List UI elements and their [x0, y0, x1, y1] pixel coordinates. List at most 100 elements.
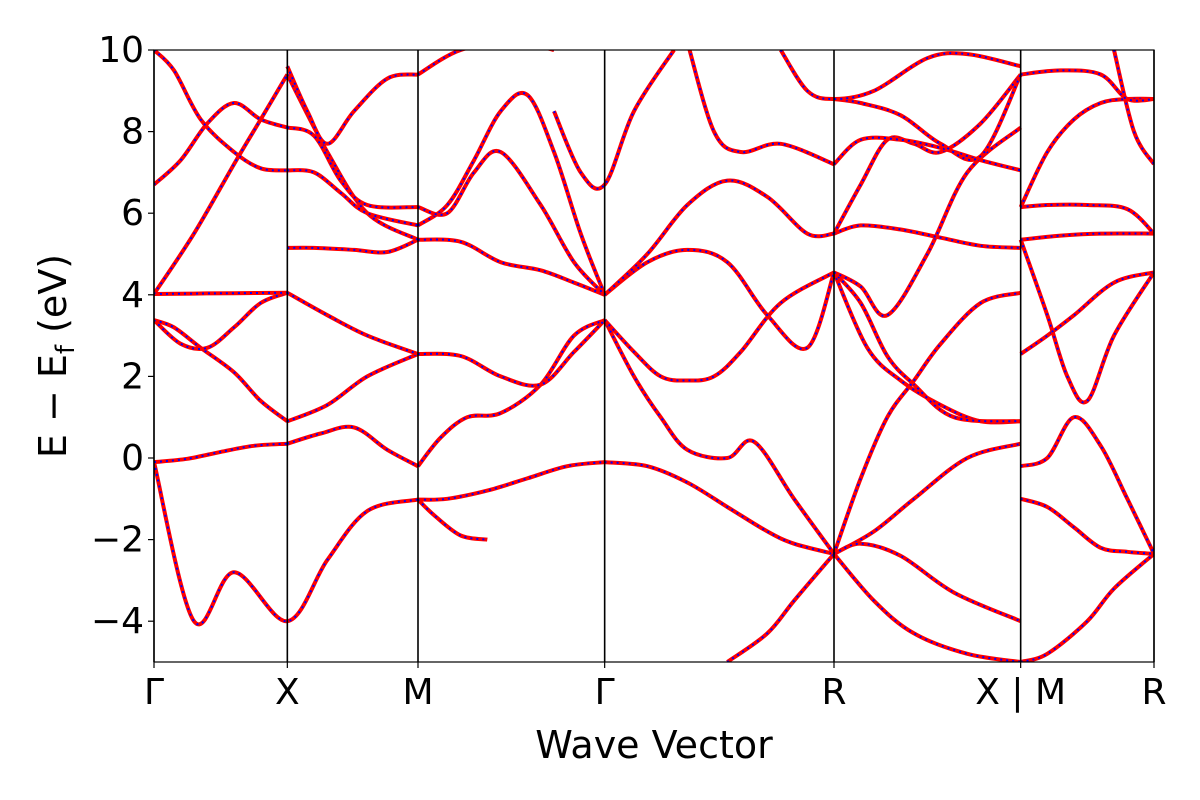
y-axis-label-main: E − E: [31, 354, 75, 458]
band-20-dashed: [417, 92, 606, 296]
band-37-dashed: [833, 291, 1021, 555]
band-53-dashed: [1113, 50, 1154, 165]
y-tick-label-2: 0: [121, 438, 144, 479]
x-tick-label-5: X | M: [975, 672, 1066, 713]
band-48-solid: [1018, 239, 1154, 405]
y-tick-label-1: −2: [91, 520, 144, 561]
band-13-dashed: [417, 238, 606, 296]
band-24-dashed: [553, 50, 675, 190]
band-12-dashed: [287, 238, 419, 254]
band-28-dashed: [603, 271, 835, 382]
band-27-dashed: [603, 319, 835, 555]
band-32-dashed: [833, 553, 1021, 662]
band-8-solid: [417, 318, 607, 388]
band-50-solid: [1020, 202, 1154, 236]
band-28-solid: [603, 270, 835, 383]
band-52-solid: [1020, 68, 1154, 103]
band-7-solid: [286, 352, 419, 424]
band-22-dashed: [286, 65, 419, 145]
band-5-solid: [416, 498, 488, 542]
x-tick-label-1: X: [275, 672, 300, 713]
band-17-solid: [286, 125, 419, 210]
x-tick-label-2: M: [402, 672, 433, 713]
band-4-solid: [417, 460, 605, 502]
band-41-dashed: [833, 136, 1021, 172]
x-axis-ticks: Γ X M Γ R X | M R: [144, 662, 1167, 713]
band-33-dashed: [833, 442, 1021, 555]
band-3-dashed: [417, 319, 606, 467]
band-3-solid: [416, 318, 606, 468]
x-tick-label-0: Γ: [144, 672, 164, 713]
band-47-solid: [1019, 270, 1154, 356]
band-39-dashed: [833, 224, 1021, 249]
band-50-dashed: [1020, 203, 1154, 235]
band-33-solid: [833, 441, 1022, 556]
y-tick-label-0: −4: [91, 601, 144, 642]
band-53-solid: [1112, 50, 1154, 166]
band-46-solid: [1020, 415, 1154, 555]
band-11-solid: [286, 291, 419, 356]
band-21-dashed: [417, 149, 606, 296]
x-axis-label: Wave Vector: [535, 723, 773, 767]
y-axis-ticks: −4 −2 0 2 4 6 8 10: [91, 30, 154, 642]
band-36-dashed: [833, 271, 1021, 423]
band-38-dashed: [833, 126, 1022, 317]
band-4-dashed: [417, 461, 605, 501]
band-18-dashed: [154, 50, 288, 172]
band-44-dashed: [1020, 553, 1154, 662]
band-0-dashed: [154, 461, 419, 626]
x-tick-label-6: R: [1141, 672, 1166, 713]
band-40-dashed: [833, 73, 1022, 235]
band-16-dashed: [154, 102, 288, 186]
band-44-solid: [1020, 552, 1154, 662]
x-tick-label-3: Γ: [595, 672, 615, 713]
band-1-dashed: [154, 442, 288, 464]
band-7-dashed: [286, 353, 419, 423]
band-0-solid: [154, 461, 419, 627]
band-52-dashed: [1020, 69, 1154, 102]
band-25-solid: [687, 50, 835, 167]
band-8-dashed: [417, 319, 606, 387]
y-tick-label-7: 10: [98, 30, 144, 71]
band-15-solid: [285, 73, 419, 242]
band-2-dashed: [287, 425, 419, 468]
band-36-solid: [832, 271, 1021, 424]
y-axis-label: E − Ef (eV): [31, 254, 81, 458]
band-9-dashed: [154, 291, 288, 351]
y-axis-label-subscript: f: [51, 344, 81, 354]
band-29-solid: [603, 247, 836, 351]
band-26-dashed: [604, 461, 835, 555]
band-lines: [154, 50, 1154, 662]
band-19-dashed: [287, 169, 419, 227]
band-6-dashed: [154, 319, 288, 423]
band-48-dashed: [1019, 239, 1154, 404]
band-30-solid: [603, 178, 835, 297]
band-16-solid: [154, 101, 288, 187]
y-axis-label-unit: (eV): [31, 254, 75, 345]
band-15-dashed: [286, 74, 419, 241]
band-10-dashed: [154, 291, 288, 295]
band-11-dashed: [286, 291, 419, 355]
band-45-solid: [1020, 496, 1154, 556]
band-51-solid: [1018, 96, 1154, 208]
band-43-dashed: [779, 50, 1021, 101]
band-31-solid: [726, 552, 836, 662]
band-5-dashed: [417, 498, 488, 541]
y-tick-label-4: 4: [121, 275, 144, 316]
x-tick-label-4: R: [821, 672, 846, 713]
band-40-solid: [832, 73, 1023, 235]
band-24-solid: [552, 50, 676, 191]
band-51-dashed: [1019, 97, 1154, 208]
band-30-dashed: [604, 179, 835, 296]
band-42-dashed: [833, 74, 1022, 161]
plot-frame: [153, 49, 1155, 663]
band-34-solid: [833, 541, 1022, 624]
y-tick-label-5: 6: [121, 193, 144, 234]
band-12-solid: [287, 237, 419, 255]
band-23-solid: [416, 50, 554, 77]
band-49-dashed: [1020, 232, 1154, 241]
band-38-solid: [833, 125, 1022, 318]
band-46-dashed: [1020, 416, 1154, 555]
y-tick-label-3: 2: [121, 356, 144, 397]
